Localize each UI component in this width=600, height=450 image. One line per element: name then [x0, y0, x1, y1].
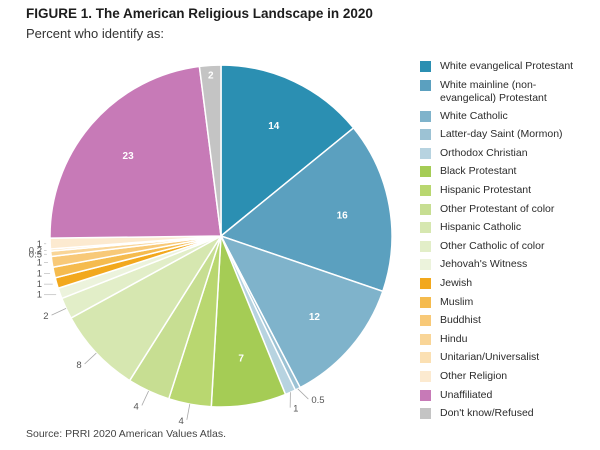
data-label-latter-day-saint-mormon: 0.5 [311, 395, 324, 406]
data-label-hispanic-catholic: 8 [76, 360, 81, 371]
leader-line-hispanic-protestant [186, 404, 191, 420]
legend-label-line2: evangelical) Protestant [440, 91, 547, 104]
legend-swatch [420, 166, 431, 178]
data-label-jehovah-s-witness: 1 [37, 290, 42, 301]
legend-item-orthodox-christian: Orthodox Christian [420, 147, 598, 166]
legend-label: Other Catholic of color [440, 239, 545, 252]
legend-swatch [420, 259, 431, 271]
legend-swatch [420, 408, 431, 420]
legend-label: Latter-day Saint (Mormon) [440, 128, 563, 141]
data-label-unitarian-universalist: 0.2 [29, 245, 42, 256]
legend-swatch [420, 389, 431, 401]
legend-label: Unitarian/Universalist [440, 351, 540, 364]
leader-line-other-protestant-of-color [141, 390, 149, 406]
legend-swatch [420, 79, 431, 91]
legend-swatch [420, 315, 431, 327]
legend-swatch [420, 352, 431, 364]
legend-swatch [420, 184, 431, 196]
data-label-hindu: 0.5 [29, 249, 42, 260]
data-label-black-protestant: 7 [238, 353, 244, 364]
legend-swatch [420, 222, 431, 234]
legend-label: Other Protestant of color [440, 202, 555, 215]
legend-item-other-religion: Other Religion [420, 370, 598, 389]
data-label-white-evangelical-protestant: 14 [268, 121, 280, 132]
data-label-other-catholic-of-color: 2 [43, 311, 48, 322]
legend-label: Unaffiliated [440, 388, 493, 401]
legend-label: Jewish [440, 276, 473, 289]
legend-item-other-catholic-of-color: Other Catholic of color [420, 240, 598, 259]
legend-item-hispanic-protestant: Hispanic Protestant [420, 184, 598, 203]
legend-label: White Catholic [440, 109, 508, 122]
legend-item-white-mainline-non-evangelical-protestant: White mainline (non-evangelical) Protest… [420, 79, 598, 110]
leader-line-hispanic-catholic [84, 352, 97, 365]
legend-item-white-evangelical-protestant: White evangelical Protestant [420, 60, 598, 79]
pie-slice-white-catholic [219, 234, 384, 389]
legend: White evangelical Protestant White mainli… [420, 60, 598, 426]
legend-swatch [420, 333, 431, 345]
legend-item-latter-day-saint-mormon: Latter-day Saint (Mormon) [420, 128, 598, 147]
legend-label: Hindu [440, 332, 468, 345]
legend-label: Orthodox Christian [440, 146, 528, 159]
pie-slice-unaffiliated [49, 65, 222, 239]
legend-item-hispanic-catholic: Hispanic Catholic [420, 221, 598, 240]
data-label-other-protestant-of-color: 4 [134, 401, 139, 412]
legend-item-unaffiliated: Unaffiliated [420, 389, 598, 408]
legend-item-muslim: Muslim [420, 296, 598, 315]
data-label-orthodox-christian: 1 [293, 404, 298, 415]
legend-label: Hispanic Protestant [440, 183, 532, 196]
legend-item-don-t-know-refused: Don't know/Refused [420, 407, 598, 426]
legend-item-other-protestant-of-color: Other Protestant of color [420, 203, 598, 222]
legend-swatch [420, 61, 431, 72]
data-label-other-religion: 1 [37, 239, 42, 250]
legend-label: White mainline (non-evangelical) Protest… [440, 78, 547, 104]
chart-title: FIGURE 1. The American Religious Landsca… [26, 6, 373, 21]
legend-label: Buddhist [440, 314, 481, 327]
legend-item-unitarian-universalist: Unitarian/Universalist [420, 351, 598, 370]
data-label-unaffiliated: 23 [123, 151, 135, 162]
legend-label: Don't know/Refused [440, 407, 534, 420]
legend-item-black-protestant: Black Protestant [420, 165, 598, 184]
legend-item-hindu: Hindu [420, 333, 598, 352]
legend-swatch [420, 240, 431, 252]
legend-item-white-catholic: White Catholic [420, 110, 598, 129]
legend-item-jewish: Jewish [420, 277, 598, 296]
legend-label: Other Religion [440, 369, 508, 382]
source-note: Source: PRRI 2020 American Values Atlas. [26, 428, 226, 440]
legend-swatch [420, 110, 431, 122]
legend-swatch [420, 277, 431, 289]
legend-label: Muslim [440, 295, 474, 308]
legend-label: White evangelical Protestant [440, 60, 574, 72]
data-label-don-t-know-refused: 2 [208, 71, 214, 82]
legend-swatch [420, 296, 431, 308]
legend-label: Jehovah's Witness [440, 258, 528, 271]
leader-line-other-catholic-of-color [51, 308, 67, 316]
legend-swatch [420, 370, 431, 382]
data-label-jewish: 1 [37, 279, 42, 290]
legend-swatch [420, 147, 431, 159]
legend-label: Black Protestant [440, 165, 517, 178]
legend-swatch [420, 129, 431, 141]
legend-swatch [420, 203, 431, 215]
legend-label: Hispanic Catholic [440, 221, 522, 234]
chart-subtitle: Percent who identify as: [26, 26, 165, 41]
pie-slice-white-evangelical-protestant [220, 64, 355, 238]
data-label-white-catholic: 12 [309, 312, 321, 323]
legend-item-jehovah-s-witness: Jehovah's Witness [420, 258, 598, 277]
pie-slice-don-t-know-refused [198, 64, 222, 237]
data-label-hispanic-protestant: 4 [179, 416, 184, 425]
legend-item-buddhist: Buddhist [420, 314, 598, 333]
data-label-muslim: 1 [37, 268, 42, 279]
data-label-white-mainline-non-evangelical-protestant: 16 [337, 210, 349, 221]
data-label-buddhist: 1 [37, 257, 42, 268]
leader-line-latter-day-saint-mormon [297, 388, 309, 400]
